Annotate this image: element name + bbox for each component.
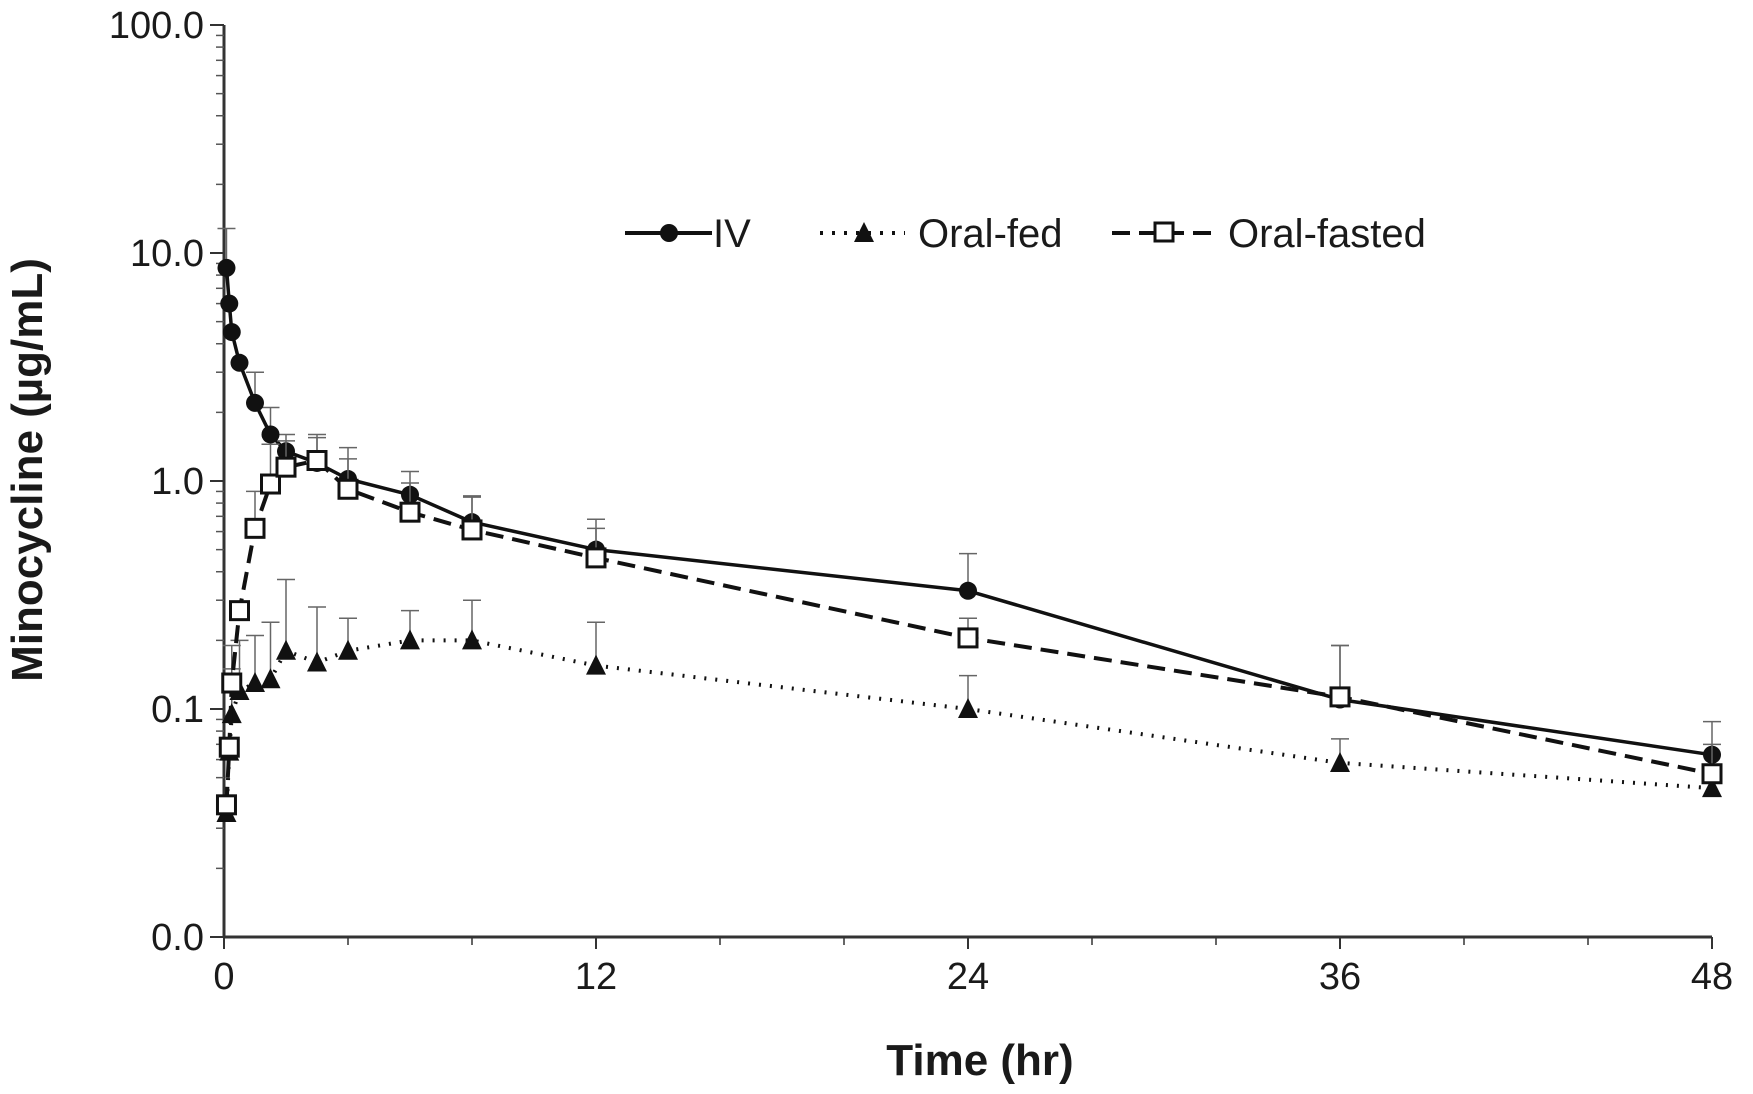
data-point (400, 629, 420, 650)
series-iv (217, 227, 1721, 764)
data-point (246, 393, 264, 412)
legend-item-iv: IV (625, 212, 751, 256)
y-tick-label: 0.1 (151, 689, 204, 731)
data-point (307, 651, 327, 672)
data-point (461, 519, 483, 541)
data-point (1701, 763, 1723, 785)
x-axis-title: Time (hr) (886, 1036, 1073, 1085)
data-point (260, 668, 281, 689)
x-tick-label: 0 (213, 956, 234, 998)
y-tick-label: 10.0 (130, 233, 204, 275)
x-tick-label: 24 (947, 956, 989, 998)
y-axis-title: Minocycline (µg/mL) (3, 258, 52, 682)
legend: IV Oral-fed Oral-fasted (625, 212, 1426, 256)
series-line-oral-fed (224, 638, 1713, 814)
data-point (218, 736, 240, 758)
data-point (217, 258, 236, 277)
data-point (220, 294, 239, 313)
data-point (261, 425, 280, 444)
data-point (260, 473, 281, 495)
data-point (215, 794, 237, 816)
series-oral-fasted (215, 436, 1723, 816)
data-point (276, 639, 296, 660)
legend-label-oral-fed: Oral-fed (918, 212, 1063, 256)
data-point (306, 450, 328, 472)
data-point (338, 639, 358, 660)
x-tick-label: 48 (1691, 956, 1733, 998)
y-tick-label: 0.0 (151, 917, 204, 959)
data-point (222, 323, 241, 342)
data-point (245, 672, 265, 693)
data-point (585, 547, 607, 569)
x-axis-ticks: 0 12 24 36 48 (213, 937, 1733, 998)
y-axis-ticks: 0.0 0.1 1.0 10.0 100.0 (109, 5, 224, 959)
legend-label-iv: IV (713, 212, 751, 256)
data-point (462, 629, 482, 650)
y-tick-label: 1.0 (151, 461, 204, 503)
data-point (586, 654, 606, 675)
series-oral-fed (216, 578, 1722, 822)
legend-marker-iv (660, 224, 678, 242)
series-line-iv (224, 267, 1713, 757)
data-point (1702, 777, 1722, 798)
data-point (958, 698, 978, 718)
y-tick-label: 100.0 (109, 5, 204, 47)
legend-item-oral-fasted: Oral-fasted (1112, 212, 1426, 256)
data-point (959, 581, 977, 600)
legend-marker-oral-fasted (1153, 221, 1175, 243)
data-point (229, 600, 250, 622)
data-point (337, 478, 359, 500)
series-layer (215, 227, 1723, 822)
data-point (244, 517, 266, 539)
data-point (230, 353, 249, 372)
x-tick-label: 12 (575, 956, 617, 998)
data-point (275, 456, 297, 478)
legend-item-oral-fed: Oral-fed (820, 212, 1063, 256)
legend-label-oral-fasted: Oral-fasted (1228, 212, 1426, 256)
x-tick-label: 36 (1319, 956, 1361, 998)
data-point (399, 501, 421, 523)
data-point (957, 627, 979, 649)
data-point (1329, 686, 1351, 708)
legend-marker-oral-fed (854, 222, 874, 242)
chart-axes (222, 25, 1712, 939)
data-point (221, 672, 243, 694)
data-point (1330, 751, 1350, 772)
